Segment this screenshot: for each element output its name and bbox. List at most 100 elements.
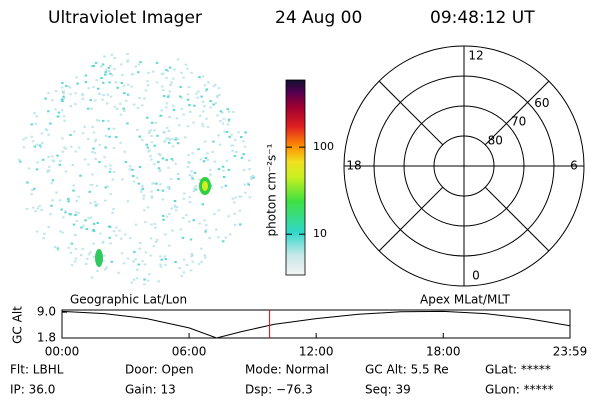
speckle	[143, 278, 146, 281]
speckle	[132, 260, 135, 263]
speckle	[182, 76, 185, 79]
speckle	[165, 102, 169, 105]
speckle	[117, 271, 120, 274]
speckle	[131, 168, 134, 171]
speckle	[188, 201, 192, 204]
speckle	[204, 256, 207, 259]
speckle	[221, 122, 225, 125]
date: 24 Aug 00	[275, 8, 362, 28]
speckle	[192, 219, 195, 222]
speckle	[153, 223, 157, 225]
speckle	[126, 257, 130, 260]
speckle	[191, 260, 194, 263]
speckle	[247, 183, 250, 186]
speckle	[204, 229, 208, 232]
speckle	[109, 64, 112, 67]
speckle	[174, 137, 178, 139]
speckle	[168, 66, 172, 69]
speckle	[126, 59, 130, 62]
speckle	[61, 150, 65, 153]
speckle	[106, 185, 110, 188]
speckle	[135, 277, 139, 280]
speckle	[169, 177, 173, 180]
speckle	[231, 144, 235, 147]
speckle	[193, 104, 196, 107]
aurora-blob	[95, 249, 103, 267]
speckle	[112, 127, 116, 130]
speckle	[234, 196, 237, 199]
speckle	[244, 131, 247, 134]
speckle	[167, 166, 170, 169]
colorbar	[285, 79, 306, 276]
speckle	[81, 94, 85, 97]
speckle	[114, 81, 118, 84]
speckle	[201, 75, 205, 78]
speckle	[44, 128, 48, 131]
speckle	[150, 190, 153, 193]
speckle	[30, 135, 33, 138]
speckle	[36, 161, 39, 164]
info-field: IP: 36.0	[10, 383, 55, 397]
speckle	[194, 188, 198, 191]
speckle	[146, 146, 150, 149]
speckle	[156, 134, 159, 137]
speckle	[126, 53, 129, 55]
spoke	[484, 80, 550, 146]
speckle	[190, 252, 193, 255]
speckle	[180, 107, 183, 110]
speckle	[144, 89, 148, 92]
speckle	[140, 139, 144, 142]
speckle	[82, 224, 85, 227]
speckle	[216, 94, 219, 97]
speckle	[231, 197, 235, 200]
speckle	[103, 156, 106, 159]
speckle	[122, 84, 126, 87]
speckle	[120, 82, 123, 84]
speckle	[87, 163, 90, 166]
speckle	[59, 159, 62, 162]
speckle	[172, 77, 175, 80]
speckle	[230, 144, 233, 147]
speckle	[51, 155, 54, 158]
speckle	[162, 89, 165, 92]
speckle	[228, 233, 232, 236]
speckle	[193, 171, 197, 174]
speckle	[51, 179, 55, 182]
speckle	[40, 132, 44, 135]
speckle	[238, 209, 242, 212]
speckle	[123, 92, 126, 95]
speckle	[40, 209, 43, 211]
speckle	[154, 121, 158, 124]
speckle	[217, 134, 220, 137]
speckle	[148, 273, 151, 276]
speckle	[211, 151, 214, 154]
speckle	[124, 99, 128, 102]
speckle	[63, 146, 66, 149]
speckle	[216, 114, 219, 117]
speckle	[201, 110, 205, 113]
speckle	[105, 266, 108, 269]
speckle	[143, 97, 146, 100]
speckle	[214, 102, 218, 104]
speckle	[170, 158, 174, 160]
speckle	[163, 255, 167, 258]
speckle	[47, 133, 50, 136]
speckle	[157, 280, 160, 283]
speckle	[89, 183, 93, 186]
speckle	[35, 115, 38, 118]
speckle	[165, 69, 168, 71]
speckle	[148, 149, 151, 152]
speckle	[59, 230, 62, 233]
speckle	[92, 255, 96, 258]
speckle	[57, 111, 61, 114]
speckle	[161, 85, 164, 88]
speckle	[180, 71, 183, 74]
speckle	[189, 238, 193, 241]
speckle	[170, 81, 173, 84]
speckle	[86, 137, 90, 140]
speckle	[188, 104, 191, 107]
speckle	[234, 138, 237, 141]
speckle	[186, 67, 189, 70]
speckle	[161, 189, 165, 192]
info-field: GLat: *****	[485, 363, 551, 377]
